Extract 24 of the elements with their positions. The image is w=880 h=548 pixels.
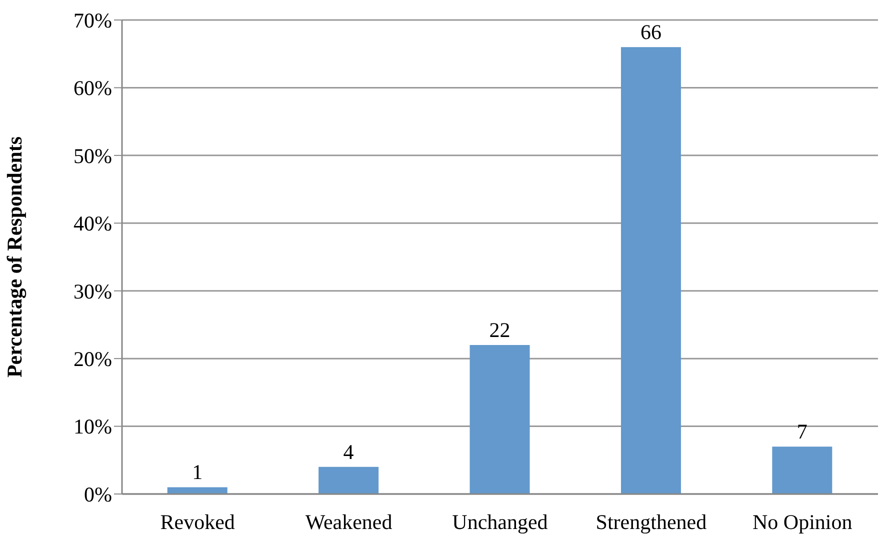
data-label: 1 bbox=[192, 460, 203, 484]
bar bbox=[167, 487, 228, 494]
y-tick-label: 30% bbox=[74, 279, 112, 304]
y-tick-label: 0% bbox=[84, 482, 112, 506]
x-tick-label: Unchanged bbox=[452, 510, 548, 534]
x-tick-label: Strengthened bbox=[596, 510, 708, 534]
y-tick-label: 40% bbox=[74, 212, 112, 236]
bar bbox=[318, 466, 379, 494]
bar bbox=[470, 345, 530, 494]
data-label: 22 bbox=[489, 318, 510, 342]
y-tick-label: 20% bbox=[74, 347, 112, 372]
y-axis-title: Percentage of Respondents bbox=[2, 136, 26, 378]
y-tick-label: 60% bbox=[74, 76, 112, 100]
data-label: 4 bbox=[343, 440, 354, 464]
data-label: 66 bbox=[640, 20, 662, 44]
y-tick-label: 50% bbox=[74, 144, 112, 168]
bar bbox=[772, 446, 832, 494]
data-label: 7 bbox=[796, 420, 808, 444]
x-tick-label: Weakened bbox=[305, 510, 393, 534]
bar bbox=[620, 47, 681, 494]
x-tick-label: Revoked bbox=[160, 510, 236, 534]
y-tick-label: 70% bbox=[74, 8, 112, 32]
x-tick-label: No Opinion bbox=[752, 510, 853, 534]
y-tick-label: 10% bbox=[74, 414, 112, 439]
